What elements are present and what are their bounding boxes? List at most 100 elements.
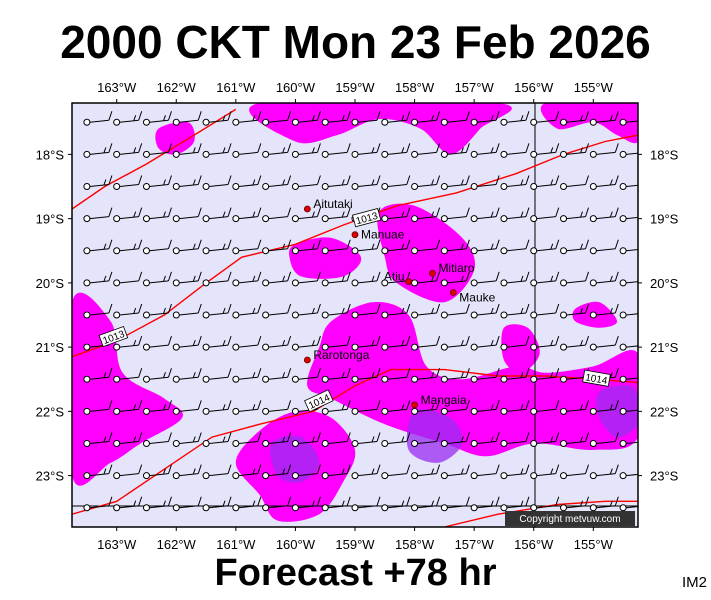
- wind-barb: [619, 215, 638, 223]
- wind-barb: [411, 175, 441, 191]
- wind-barb: [411, 432, 441, 447]
- lon-tick-label-bottom: 162°W: [157, 537, 197, 552]
- wind-barb: [500, 303, 530, 319]
- wind-barb: [440, 432, 470, 447]
- wind-barb: [232, 432, 262, 447]
- wind-barb: [440, 496, 470, 512]
- wind-barb: [291, 271, 321, 287]
- wind-barb: [560, 400, 590, 415]
- wind-barb: [262, 464, 292, 480]
- wind-barb: [172, 496, 202, 512]
- wind-barb: [291, 239, 321, 255]
- lon-tick-label-top: 159°W: [335, 80, 375, 95]
- wind-barb: [619, 504, 638, 512]
- lat-tick-label-right: 18°S: [650, 147, 679, 162]
- wind-barb: [589, 111, 619, 126]
- wind-barb: [560, 464, 590, 480]
- corner-label: IM2: [682, 574, 708, 591]
- wind-barb: [202, 175, 232, 191]
- wind-barb: [351, 368, 381, 383]
- wind-barb: [381, 239, 411, 255]
- wind-barb: [351, 143, 381, 158]
- wind-barb: [560, 111, 590, 126]
- wind-barb: [321, 111, 351, 126]
- wind-barb: [381, 400, 411, 415]
- wind-barb: [321, 368, 351, 383]
- wind-barb: [232, 400, 262, 415]
- wind-barb: [142, 271, 172, 287]
- wind-barb: [291, 432, 321, 447]
- wind-barb: [291, 496, 321, 512]
- lat-tick-label-left: 18°S: [36, 147, 65, 162]
- wind-barb: [530, 207, 560, 223]
- wind-barb: [202, 143, 232, 158]
- wind-barb: [113, 207, 143, 223]
- wind-barb: [381, 303, 411, 319]
- wind-barb: [321, 303, 351, 319]
- wind-barb: [172, 368, 202, 383]
- wind-barb: [321, 432, 351, 447]
- wind-barb: [530, 303, 560, 319]
- wind-barb: [589, 335, 619, 351]
- wind-barb: [142, 111, 172, 126]
- isobar-line-2: [72, 368, 638, 515]
- wind-barb: [619, 279, 638, 287]
- forecast-label: Forecast +78 hr: [214, 552, 497, 594]
- wind-barb: [142, 207, 172, 223]
- wind-barb: [113, 400, 143, 415]
- wind-speed-shading-violet: [270, 385, 638, 483]
- wind-barb: [232, 496, 262, 512]
- wind-barb: [262, 239, 292, 255]
- lat-tick-label-left: 19°S: [36, 212, 65, 227]
- wind-barb: [232, 143, 262, 158]
- wind-barb: [619, 439, 638, 447]
- place-markers: Aitutaki Manuae Atiu Mitiaro Mauke Rarotonga M…: [303, 197, 496, 409]
- wind-area-magenta-0: [72, 292, 183, 486]
- wind-barb: [172, 111, 202, 126]
- wind-barb: [172, 239, 202, 255]
- wind-barb: [500, 464, 530, 480]
- wind-barb: [321, 239, 351, 255]
- wind-barb: [351, 111, 381, 126]
- wind-barb: [351, 400, 381, 415]
- wind-barb: [411, 239, 441, 255]
- wind-barb: [440, 303, 470, 319]
- wind-barb: [411, 335, 441, 351]
- wind-barb: [172, 335, 202, 351]
- place-label: Rarotonga: [313, 348, 369, 362]
- wind-barb: [142, 303, 172, 319]
- wind-barb: [83, 496, 113, 512]
- place-label: Manuae: [361, 228, 405, 242]
- wind-barb: [560, 335, 590, 351]
- wind-barb: [262, 143, 292, 158]
- place-label: Mitiaro: [438, 261, 474, 275]
- wind-barb: [619, 150, 638, 158]
- wind-barb: [232, 335, 262, 351]
- wind-barb: [560, 143, 590, 158]
- wind-barb: [291, 207, 321, 223]
- lon-tick-label-top: 158°W: [395, 80, 435, 95]
- wind-barb: [589, 464, 619, 480]
- wind-barb: [500, 207, 530, 223]
- wind-barb: [321, 271, 351, 287]
- place-label: Aitutaki: [313, 197, 352, 211]
- wind-barb: [500, 400, 530, 415]
- wind-barb: [291, 464, 321, 480]
- wind-barb: [589, 175, 619, 191]
- wind-barb: [202, 303, 232, 319]
- lon-tick-label-bottom: 161°W: [216, 537, 256, 552]
- lon-tick-label-top: 160°W: [276, 80, 316, 95]
- wind-barb: [232, 175, 262, 191]
- wind-barb: [232, 464, 262, 480]
- wind-barb: [440, 239, 470, 255]
- wind-area-magenta-2: [540, 103, 638, 144]
- wind-barb: [83, 143, 113, 158]
- lat-tick-label-right: 23°S: [650, 469, 679, 484]
- map-frame-group: Aitutaki Manuae Atiu Mitiaro Mauke Rarotonga M…: [71, 102, 639, 528]
- place-marker: [351, 231, 359, 239]
- wind-barb: [262, 303, 292, 319]
- wind-barb: [619, 311, 638, 319]
- wind-barb: [530, 239, 560, 255]
